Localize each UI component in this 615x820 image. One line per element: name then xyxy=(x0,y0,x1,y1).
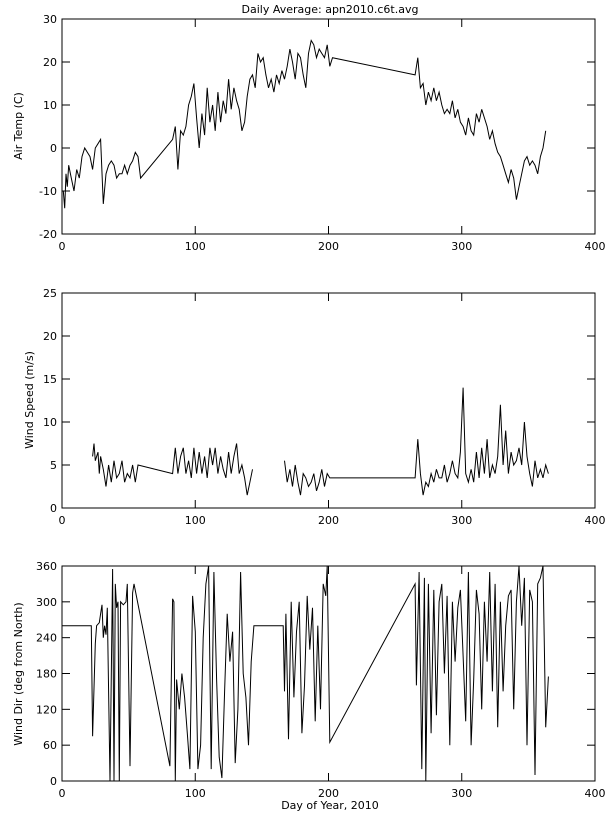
plot-air-temp: -20 -10 0 10 20 30 0 100 200 300 400 Air Temp (C) xyxy=(12,13,606,253)
plot-frame xyxy=(61,18,596,235)
tick-marks xyxy=(61,565,596,782)
x-tick-label: 0 xyxy=(59,787,66,800)
x-tick-label: 400 xyxy=(585,787,606,800)
plot-wind-dir: 0 60 120 180 240 300 360 0 100 200 300 400 Wind Di… xyxy=(12,560,606,812)
y-tick-label: 30 xyxy=(43,13,57,26)
x-tick-label: 400 xyxy=(585,240,606,253)
tick-marks xyxy=(61,292,596,509)
x-tick-label: 200 xyxy=(318,787,339,800)
y-tick-label: 10 xyxy=(43,416,57,429)
figure-title: Daily Average: apn2010.c6t.avg xyxy=(242,3,419,16)
y-tick-label: 0 xyxy=(50,775,57,788)
x-tick-label: 100 xyxy=(185,240,206,253)
x-axis-label: Day of Year, 2010 xyxy=(281,799,379,812)
y-tick-label: 60 xyxy=(43,739,57,752)
tick-marks xyxy=(61,18,596,235)
x-tick-labels: 0 100 200 300 400 xyxy=(59,787,606,800)
y-tick-label: 240 xyxy=(36,632,57,645)
y-tick-label: 300 xyxy=(36,596,57,609)
x-tick-label: 300 xyxy=(451,514,472,527)
y-tick-labels: -20 -10 0 10 20 30 xyxy=(39,13,57,241)
x-tick-label: 0 xyxy=(59,514,66,527)
y-tick-label: -10 xyxy=(39,185,57,198)
y-tick-label: 20 xyxy=(43,330,57,343)
y-tick-label: 120 xyxy=(36,703,57,716)
y-axis-label: Wind Dir (deg from North) xyxy=(12,602,25,745)
x-tick-labels: 0 100 200 300 400 xyxy=(59,240,606,253)
y-tick-label: 360 xyxy=(36,560,57,573)
y-axis-label: Air Temp (C) xyxy=(12,92,25,160)
x-tick-label: 300 xyxy=(451,240,472,253)
y-tick-label: 0 xyxy=(50,502,57,515)
air-temp-series-line xyxy=(62,39,547,209)
y-tick-label: 20 xyxy=(43,56,57,69)
y-tick-label: 25 xyxy=(43,287,57,300)
y-tick-label: 10 xyxy=(43,99,57,112)
y-tick-labels: 0 60 120 180 240 300 360 xyxy=(36,560,57,788)
y-tick-label: 180 xyxy=(36,668,57,681)
x-tick-label: 300 xyxy=(451,787,472,800)
x-tick-label: 200 xyxy=(318,514,339,527)
wind-speed-series-line xyxy=(92,387,549,496)
y-tick-label: 0 xyxy=(50,142,57,155)
wind-dir-series-line xyxy=(62,565,549,782)
x-tick-label: 400 xyxy=(585,514,606,527)
y-tick-label: 5 xyxy=(50,459,57,472)
x-tick-labels: 0 100 200 300 400 xyxy=(59,514,606,527)
x-tick-label: 100 xyxy=(185,514,206,527)
y-tick-labels: 0 5 10 15 20 25 xyxy=(43,287,57,515)
y-axis-label: Wind Speed (m/s) xyxy=(23,351,36,449)
x-tick-label: 100 xyxy=(185,787,206,800)
plot-wind-speed: 0 5 10 15 20 25 0 100 200 300 400 Wind Speed (m/s… xyxy=(23,287,606,527)
x-tick-label: 0 xyxy=(59,240,66,253)
y-tick-label: 15 xyxy=(43,373,57,386)
x-tick-label: 200 xyxy=(318,240,339,253)
y-tick-label: -20 xyxy=(39,228,57,241)
